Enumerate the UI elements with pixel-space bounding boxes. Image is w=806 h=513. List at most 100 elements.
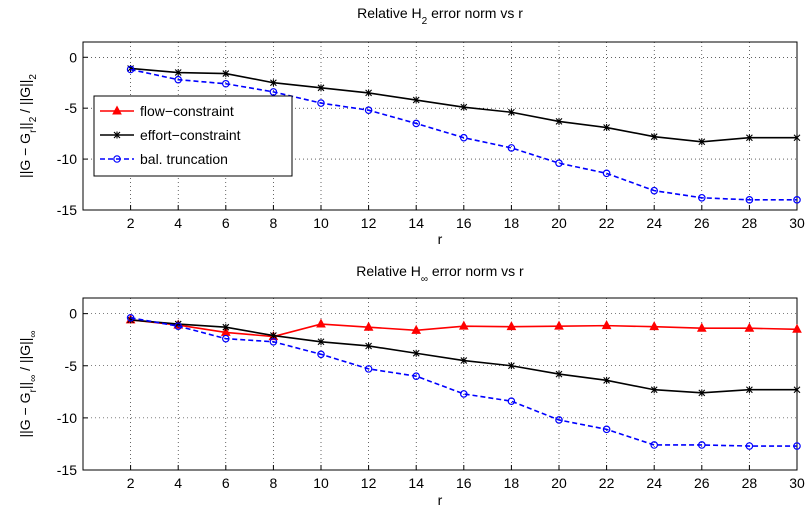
y-tick-label: -10	[57, 151, 77, 167]
marker	[270, 79, 277, 87]
marker	[459, 390, 468, 398]
marker	[113, 155, 121, 163]
legend-label: bal. truncation	[140, 151, 228, 167]
marker	[126, 314, 135, 322]
x-tick-label: 20	[551, 475, 567, 491]
marker	[746, 134, 753, 142]
chart-title: Relative H∞ error norm vs r	[356, 263, 524, 285]
subscript: 2	[28, 116, 39, 122]
x-axis-label: r	[438, 492, 443, 508]
x-tick-label: 26	[694, 475, 710, 491]
marker	[793, 134, 801, 142]
legend-label: flow−constraint	[140, 103, 234, 119]
x-tick-label: 24	[646, 215, 662, 231]
x-tick-label: 2	[127, 215, 135, 231]
subscript: ∞	[28, 375, 39, 382]
x-tick-label: 12	[361, 215, 377, 231]
marker	[698, 389, 706, 397]
subscript: r	[28, 389, 39, 393]
marker	[745, 442, 754, 450]
y-axis-label: ||G − Gr||∞ / ||G||∞	[17, 330, 39, 437]
series	[127, 316, 801, 397]
marker	[458, 320, 469, 330]
marker	[602, 169, 611, 178]
text-part: ||G − G	[17, 133, 33, 178]
marker	[412, 372, 421, 380]
marker	[603, 376, 610, 384]
y-tick-label: 0	[69, 306, 77, 322]
text-part: Relative H	[356, 263, 421, 279]
series	[126, 65, 801, 204]
marker	[317, 99, 325, 107]
marker	[174, 69, 182, 77]
marker	[555, 117, 563, 125]
subscript: r	[28, 129, 39, 133]
text-part: Relative H	[357, 5, 422, 21]
subscript: 2	[422, 16, 428, 27]
marker	[601, 320, 612, 330]
marker	[792, 323, 802, 333]
x-tick-label: 16	[456, 475, 472, 491]
marker	[508, 108, 515, 116]
marker	[112, 105, 122, 115]
x-tick-label: 28	[742, 475, 758, 491]
marker	[317, 350, 325, 359]
marker	[411, 324, 422, 334]
text-part: ||	[17, 382, 33, 389]
x-tick-label: 24	[646, 475, 662, 491]
marker	[126, 65, 135, 74]
x-tick-label: 14	[408, 215, 424, 231]
marker	[460, 357, 468, 365]
text-part: error norm vs r	[427, 5, 523, 21]
marker	[317, 338, 325, 346]
marker	[460, 103, 468, 111]
marker	[174, 75, 183, 84]
marker	[412, 119, 421, 128]
x-tick-label: 8	[270, 215, 278, 231]
marker	[270, 332, 277, 340]
marker	[222, 70, 230, 78]
x-tick-label: 22	[599, 215, 615, 231]
marker	[317, 84, 325, 92]
marker	[696, 322, 707, 332]
text-part: / ||G||	[17, 338, 33, 375]
marker	[364, 106, 373, 115]
x-tick-label: 6	[222, 475, 230, 491]
y-tick-label: -10	[57, 410, 77, 426]
x-tick-label: 4	[174, 215, 182, 231]
x-tick-label: 26	[694, 215, 710, 231]
marker	[697, 441, 706, 449]
marker	[602, 425, 611, 434]
y-axis-label: ||G − Gr||2 / ||G||2	[17, 74, 39, 178]
marker	[269, 337, 278, 346]
marker	[508, 362, 515, 370]
x-tick-label: 12	[361, 475, 377, 491]
axes-box	[82, 41, 798, 211]
marker	[363, 321, 374, 331]
marker	[364, 365, 373, 373]
subscript: 2	[28, 74, 39, 80]
axes-box	[82, 297, 798, 471]
x-tick-label: 16	[456, 215, 472, 231]
marker	[746, 386, 753, 394]
x-tick-label: 28	[742, 215, 758, 231]
marker	[555, 159, 563, 167]
text-part: error norm vs r	[428, 263, 524, 279]
x-tick-label: 6	[222, 215, 230, 231]
marker	[316, 318, 326, 328]
marker	[793, 442, 801, 450]
marker	[793, 196, 801, 204]
marker	[554, 320, 564, 330]
x-tick-label: 30	[789, 215, 805, 231]
marker	[412, 96, 420, 104]
marker	[650, 186, 659, 195]
marker	[698, 138, 706, 146]
subscript: ∞	[421, 274, 428, 285]
marker	[269, 88, 278, 96]
marker	[222, 323, 230, 331]
x-tick-label: 2	[127, 475, 135, 491]
text-part: ||G − G	[17, 393, 33, 438]
chart-title: Relative H2 error norm vs r	[357, 5, 523, 27]
marker	[650, 441, 659, 449]
marker	[793, 386, 801, 394]
